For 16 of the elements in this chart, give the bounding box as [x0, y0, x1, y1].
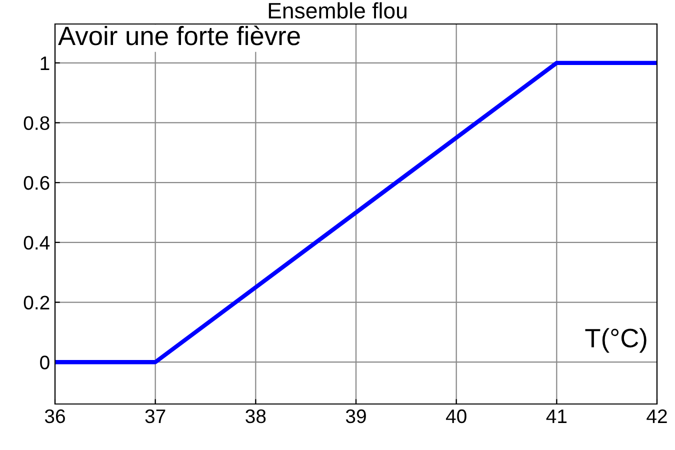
x-tick-label: 38 — [246, 409, 266, 424]
x-tick-label: 41 — [546, 410, 567, 423]
y-tick-label: 1 — [40, 56, 50, 70]
y-tick-label: 0.4 — [24, 236, 50, 250]
annotation: T(°C) — [585, 328, 646, 353]
x-tick-label: 37 — [145, 409, 166, 424]
annotation: Avoir une forte fièvre — [58, 26, 300, 46]
x-tick-label: 42 — [646, 409, 667, 423]
y-tick-label: 0.8 — [24, 116, 50, 130]
chart-title: Ensemble flou — [268, 2, 406, 19]
x-tick-label: 39 — [346, 409, 366, 424]
x-tick-label: 40 — [446, 409, 466, 424]
x-tick-label: 36 — [44, 409, 65, 424]
y-tick-label: 0 — [40, 356, 50, 370]
y-tick-label: 0.2 — [24, 296, 50, 310]
y-tick-label: 0.6 — [24, 176, 50, 190]
